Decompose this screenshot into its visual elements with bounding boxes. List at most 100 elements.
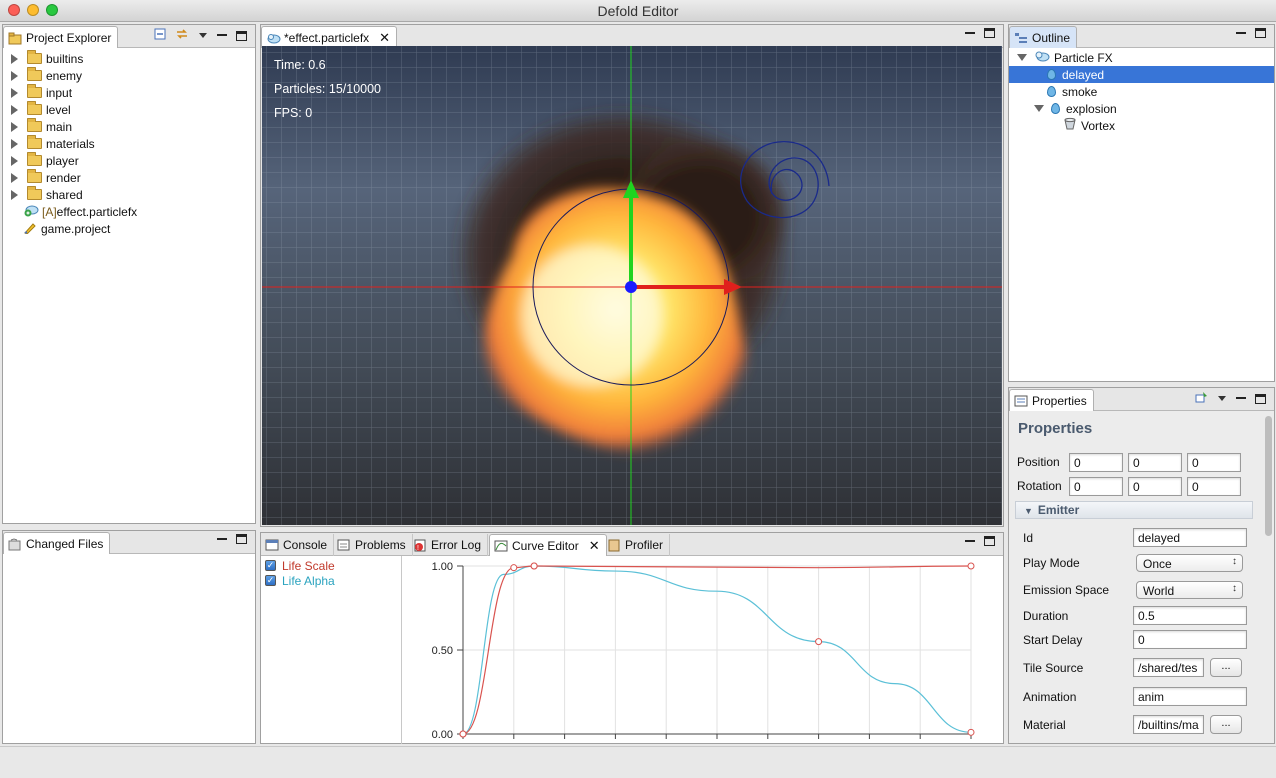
expand-toggle-icon[interactable] [11,155,18,166]
checkbox-checked-icon[interactable]: ✓ [265,575,276,586]
zoom-window-button[interactable] [46,4,58,16]
expand-toggle-icon[interactable] [1034,105,1044,112]
curve-control-point[interactable] [459,730,467,738]
rotation-x-field[interactable]: 0 [1069,477,1123,496]
folder-item-shared[interactable]: shared [11,186,83,203]
expand-toggle-icon[interactable] [11,53,18,64]
outline-item-particle-fx[interactable]: Particle FX [1017,49,1113,66]
expand-toggle-icon[interactable] [11,70,18,81]
minimize-panel-button[interactable] [217,31,227,40]
folder-item-enemy[interactable]: enemy [11,67,82,84]
expand-toggle-icon[interactable] [11,121,18,132]
vortex-gizmo[interactable] [740,141,830,219]
outline-item-smoke[interactable]: smoke [1047,83,1097,100]
maximize-panel-button[interactable] [984,536,995,546]
duration-label: Duration [1023,609,1069,623]
folder-item-builtins[interactable]: builtins [11,50,83,67]
curve-control-point[interactable] [815,638,823,646]
error-log-icon: ! [413,539,427,552]
folder-item-level[interactable]: level [11,101,71,118]
tab-effect-particlefx[interactable]: *effect.particlefx ✕ [261,26,398,48]
curve-control-point[interactable] [530,562,538,570]
tab-error-log[interactable]: ! Error Log [409,534,489,556]
minimize-panel-button[interactable] [965,537,975,546]
pin-icon[interactable] [1195,391,1208,406]
expand-toggle-icon[interactable] [1017,54,1027,61]
curve-control-point[interactable] [967,728,975,736]
play-mode-select[interactable]: Once [1136,554,1243,572]
tab-project-explorer[interactable]: Project Explorer [3,26,119,48]
tab-properties[interactable]: Properties [1009,389,1094,411]
emitter-section-header[interactable]: ▼ Emitter [1015,501,1253,519]
duration-field[interactable]: 0.5 [1133,606,1247,625]
id-label: Id [1023,531,1034,545]
maximize-panel-button[interactable] [236,534,247,544]
start-delay-field[interactable]: 0 [1133,630,1247,649]
properties-icon [1014,395,1028,407]
folder-item-player[interactable]: player [11,152,79,169]
folder-icon [27,135,42,149]
expand-toggle-icon[interactable] [11,104,18,115]
position-y-field[interactable]: 0 [1128,453,1182,472]
view-menu-icon[interactable] [1217,392,1227,406]
animation-label: Animation [1023,690,1077,704]
tab-changed-files[interactable]: Changed Files [3,532,111,554]
file-item-effect.particlefx[interactable]: [A] effect.particlefx [23,203,137,220]
rotation-y-field[interactable]: 0 [1128,477,1182,496]
emission-space-select[interactable]: World [1136,581,1243,599]
collapse-all-icon[interactable] [154,28,166,43]
minimize-panel-button[interactable] [965,29,975,38]
material-browse-button[interactable]: ... [1210,715,1242,734]
tab-profiler[interactable]: Profiler [603,534,671,556]
expand-toggle-icon[interactable] [11,138,18,149]
tile-source-field[interactable]: /shared/tes [1133,658,1204,677]
close-tab-icon[interactable]: ✕ [379,29,391,45]
view-menu-icon[interactable] [198,29,208,43]
close-tab-icon[interactable]: ✕ [588,537,600,553]
scene-canvas[interactable] [262,46,1002,525]
id-field[interactable]: delayed [1133,528,1247,547]
expand-toggle-icon[interactable] [11,87,18,98]
tab-curve-editor[interactable]: Curve Editor ✕ [489,534,607,556]
translate-gizmo[interactable] [623,180,742,295]
outline-item-vortex[interactable]: Vortex [1063,117,1115,134]
folder-item-materials[interactable]: materials [11,135,95,152]
checkbox-checked-icon[interactable]: ✓ [265,560,276,571]
position-x-field[interactable]: 0 [1069,453,1123,472]
material-field[interactable]: /builtins/ma [1133,715,1204,734]
tile-source-browse-button[interactable]: ... [1210,658,1242,677]
file-item-game.project[interactable]: game.project [23,220,110,237]
scene-viewport[interactable]: Time: 0.6 Particles: 15/10000 FPS: 0 [262,46,1002,525]
folder-item-render[interactable]: render [11,169,81,186]
tab-console[interactable]: Console [261,534,335,556]
minimize-panel-button[interactable] [1236,29,1246,38]
outline-item-delayed[interactable]: delayed [1009,66,1274,83]
expand-toggle-icon[interactable] [11,189,18,200]
outline-item-explosion[interactable]: explosion [1034,100,1117,117]
close-window-button[interactable] [8,4,20,16]
maximize-panel-button[interactable] [1255,393,1266,404]
legend-item-life-scale[interactable]: ✓ Life Scale [265,558,335,573]
legend-item-life-alpha[interactable]: ✓ Life Alpha [265,573,335,588]
maximize-panel-button[interactable] [984,28,995,38]
tab-outline[interactable]: Outline [1009,26,1078,48]
curve-control-point[interactable] [510,564,518,572]
rotation-z-field[interactable]: 0 [1187,477,1241,496]
maximize-panel-button[interactable] [1255,28,1266,38]
properties-scrollbar[interactable] [1265,416,1272,536]
position-z-field[interactable]: 0 [1187,453,1241,472]
folder-item-input[interactable]: input [11,84,72,101]
tab-problems[interactable]: Problems [333,534,413,556]
link-with-editor-icon[interactable] [175,28,189,43]
expand-toggle-icon[interactable] [11,172,18,183]
folder-item-main[interactable]: main [11,118,72,135]
collapse-section-icon[interactable]: ▼ [1024,506,1033,516]
minimize-panel-button[interactable] [1236,394,1246,403]
curve-plot[interactable]: 0.00 0.50 1.00 [403,557,1003,743]
minimize-panel-button[interactable] [217,535,227,544]
curve-control-point[interactable] [967,562,975,570]
animation-field[interactable]: anim [1133,687,1247,706]
curve-list-divider[interactable] [401,556,402,744]
minimize-window-button[interactable] [27,4,39,16]
maximize-panel-button[interactable] [236,30,247,41]
